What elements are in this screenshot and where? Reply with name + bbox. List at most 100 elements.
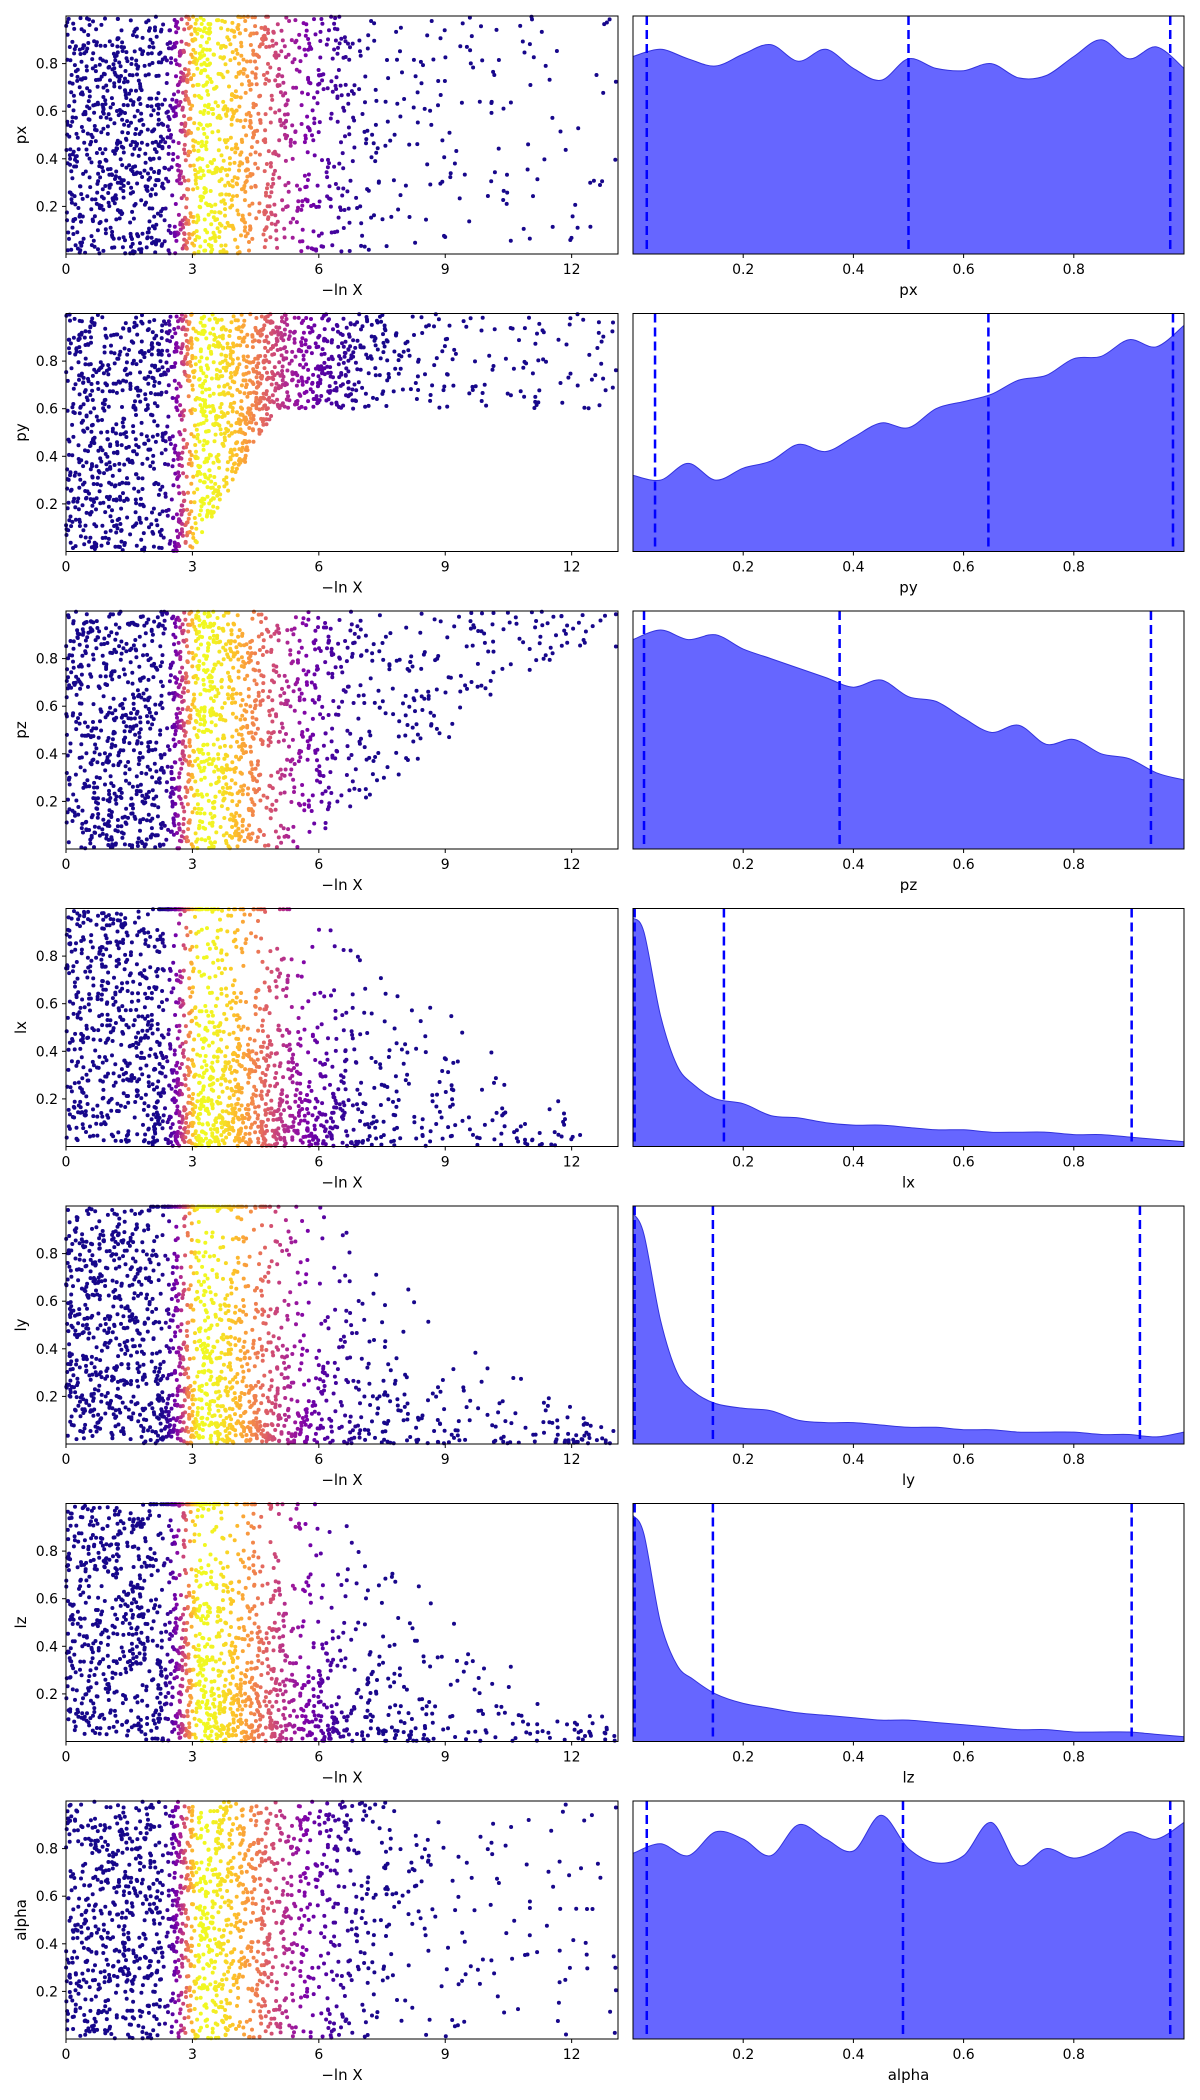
scatter-point [68, 58, 73, 63]
scatter-point [415, 90, 420, 95]
scatter-point [330, 357, 335, 362]
scatter-point [174, 98, 179, 103]
scatter-point [365, 46, 370, 51]
scatter-point [78, 184, 83, 189]
scatter-point [452, 161, 457, 166]
scatter-point [126, 123, 131, 128]
scatter-point [254, 66, 259, 71]
scatter-point [94, 496, 99, 501]
scatter-point [275, 83, 280, 88]
scatter-point [244, 702, 249, 707]
scatter-point [526, 142, 531, 147]
scatter-point [490, 367, 495, 372]
scatter-point [209, 376, 214, 381]
scatter-point [84, 496, 88, 501]
scatter-point [217, 649, 222, 654]
x-axis-label: py [899, 579, 918, 597]
scatter-point [202, 480, 207, 485]
scatter-point [107, 183, 112, 188]
scatter-point [76, 147, 81, 152]
scatter-point [195, 811, 200, 815]
scatter-point [128, 371, 133, 376]
scatter-point [98, 147, 102, 151]
scatter-point [196, 141, 201, 145]
scatter-point [205, 485, 210, 490]
scatter-point [293, 18, 298, 23]
scatter-point [221, 158, 226, 163]
scatter-point [216, 148, 221, 153]
scatter-point [216, 18, 221, 23]
scatter-point [423, 372, 427, 377]
scatter-point [133, 406, 138, 411]
scatter-point [225, 345, 230, 350]
scatter-point [346, 358, 351, 363]
scatter-point [385, 339, 390, 344]
scatter-point [293, 130, 298, 134]
scatter-point [411, 105, 416, 110]
scatter-point [489, 101, 494, 105]
scatter-point [302, 140, 307, 145]
scatter-point [264, 210, 268, 215]
scatter-point [158, 139, 163, 144]
scatter-point [77, 520, 82, 524]
scatter-point [82, 768, 87, 773]
scatter-point [236, 327, 241, 332]
scatter-point [187, 116, 192, 121]
scatter-point [173, 361, 178, 366]
scatter-point [111, 198, 116, 203]
scatter-point [129, 56, 134, 61]
scatter-point [568, 371, 573, 376]
scatter-point [332, 47, 337, 52]
scatter-point [89, 382, 94, 386]
scatter-point [397, 719, 402, 724]
scatter-point [325, 86, 330, 91]
scatter-point [267, 395, 272, 400]
y-tick-label: 0.8 [36, 57, 58, 73]
scatter-point [235, 410, 239, 415]
scatter-point [70, 453, 75, 458]
scatter-point [318, 55, 323, 60]
scatter-point [470, 388, 475, 392]
scatter-point [363, 100, 367, 105]
scatter-point [213, 202, 218, 207]
scatter-point [140, 487, 145, 491]
scatter-point [254, 682, 259, 687]
scatter-point [379, 319, 384, 324]
scatter-point [126, 760, 131, 764]
scatter-point [321, 72, 326, 77]
scatter-point [153, 25, 157, 30]
scatter-point [433, 312, 438, 317]
scatter-point [270, 177, 275, 181]
scatter-point [217, 497, 222, 502]
y-tick-label: 0.4 [36, 449, 58, 465]
scatter-point [165, 72, 170, 77]
scatter-point [66, 16, 71, 21]
scatter-point [140, 755, 145, 760]
scatter-point [521, 640, 526, 645]
scatter-point [253, 150, 258, 155]
scatter-point [205, 614, 210, 619]
scatter-point [239, 399, 244, 404]
scatter-point [236, 732, 241, 737]
scatter-point [550, 224, 555, 229]
scatter-point [163, 494, 168, 499]
scatter-point [118, 657, 123, 662]
scatter-point [156, 106, 161, 111]
scatter-point [313, 366, 318, 371]
scatter-point [361, 693, 366, 698]
scatter-point [248, 645, 253, 650]
scatter-point [192, 516, 197, 520]
scatter-point [332, 21, 337, 26]
scatter-point [301, 318, 306, 323]
scatter-point [299, 207, 304, 212]
scatter-point [329, 646, 334, 651]
scatter-point [222, 138, 227, 143]
scatter-point [382, 323, 387, 328]
scatter-point [381, 340, 386, 345]
scatter-point [233, 95, 238, 99]
scatter-point [190, 354, 195, 358]
scatter-point [418, 630, 423, 635]
scatter-point [246, 730, 251, 735]
scatter-point [337, 14, 342, 19]
scatter-point [100, 151, 105, 156]
